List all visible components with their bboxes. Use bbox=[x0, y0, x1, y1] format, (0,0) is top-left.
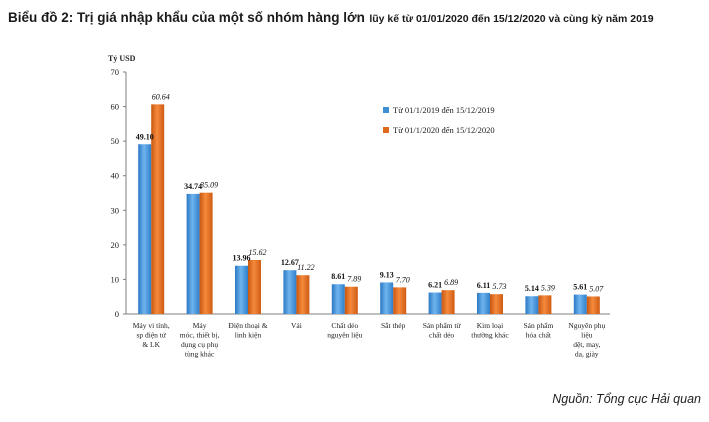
y-axis-ticks: 0 10 20 30 40 50 60 70 bbox=[111, 67, 126, 319]
chart-title-main: Biểu đồ 2: Trị giá nhập khẩu của một số … bbox=[8, 10, 365, 25]
x-tick-label: Máy vi tính, sp điện tử & LK bbox=[133, 321, 170, 349]
data-label-2020: 5.07 bbox=[589, 284, 604, 293]
x-tick-label-line: Máy bbox=[193, 321, 207, 330]
data-label-2019: 9.13 bbox=[380, 270, 394, 279]
x-tick-label: Sản phẩm hóa chất bbox=[524, 321, 554, 340]
bar-2020 bbox=[393, 287, 407, 314]
x-tick-label-line: Sản phẩm bbox=[524, 321, 554, 330]
x-tick-label-line: dệt, may, bbox=[573, 340, 600, 349]
x-tick-label-line: da, giày bbox=[575, 350, 599, 359]
x-tick-label-line: chất dẻo bbox=[429, 331, 454, 340]
x-tick-label: Điện thoại & linh kiện bbox=[228, 321, 267, 340]
bar-2019 bbox=[138, 144, 152, 314]
source-note: Nguồn: Tổng cục Hải quan bbox=[552, 392, 701, 406]
y-tick-label: 10 bbox=[111, 274, 120, 284]
y-tick-label: 50 bbox=[111, 136, 120, 146]
x-tick-label: Kim loại thường khác bbox=[471, 321, 509, 340]
x-tick-label-line: & LK bbox=[142, 340, 160, 349]
x-tick-label: Chất dẻo nguyên liệu bbox=[327, 321, 362, 340]
data-label-2020: 15.62 bbox=[249, 248, 267, 257]
data-label-2019: 6.21 bbox=[428, 281, 442, 290]
y-tick-label: 40 bbox=[111, 171, 120, 181]
x-tick-label-line: hóa chất bbox=[526, 331, 552, 340]
legend: Từ 01/1/2019 đến 15/12/2019 Từ 01/1/2020… bbox=[383, 105, 495, 135]
bar-2020 bbox=[199, 192, 213, 314]
x-tick-label-line: dụng cụ phụ bbox=[181, 340, 218, 349]
x-tick-label-line: Sản phẩm từ bbox=[423, 321, 462, 330]
data-label-2020: 5.73 bbox=[493, 282, 507, 291]
bar-2020 bbox=[441, 290, 455, 314]
x-tick-label: Vải bbox=[291, 321, 302, 330]
chart-title: Biểu đồ 2: Trị giá nhập khẩu của một số … bbox=[8, 9, 708, 27]
data-label-2019: 5.61 bbox=[573, 283, 587, 292]
bar-2020 bbox=[248, 259, 261, 314]
x-tick-label-line: linh kiện bbox=[235, 331, 262, 340]
x-tick-label-line: thường khác bbox=[471, 331, 509, 340]
x-tick-label-line: Vải bbox=[291, 321, 302, 330]
x-tick-label: Nguyên phụ liệu dệt, may, da, giày bbox=[568, 321, 605, 359]
x-axis-labels: Máy vi tính, sp điện tử & LK Máy móc, thiết … bbox=[133, 321, 606, 359]
x-tick-label-line: nguyên liệu bbox=[327, 331, 362, 340]
y-axis-title: Tỷ USD bbox=[108, 54, 136, 63]
data-label-2020: 6.89 bbox=[444, 278, 458, 287]
x-tick-label-line: Sắt thép bbox=[381, 321, 406, 330]
bar-2019 bbox=[283, 270, 297, 314]
bar-2019 bbox=[331, 284, 345, 314]
data-label-2019: 5.14 bbox=[525, 284, 539, 293]
x-tick-label-line: Nguyên phụ bbox=[568, 321, 605, 330]
y-tick-label: 70 bbox=[111, 67, 120, 77]
data-label-2019: 13.96 bbox=[233, 254, 251, 263]
data-label-2019: 34.74 bbox=[184, 182, 202, 191]
bar-2020 bbox=[586, 296, 600, 314]
data-label-2020: 60.64 bbox=[152, 92, 170, 101]
x-tick-label-line: tùng khác bbox=[185, 350, 215, 359]
data-label-2019: 6.11 bbox=[477, 281, 491, 290]
bar-2020 bbox=[296, 275, 310, 314]
legend-swatch-2020 bbox=[383, 127, 389, 133]
x-tick-label-line: Điện thoại & bbox=[228, 321, 267, 330]
bar-2020 bbox=[344, 286, 358, 314]
data-label-2020: 7.89 bbox=[347, 275, 361, 284]
bar-2019 bbox=[235, 265, 248, 314]
x-tick-label-line: Chất dẻo bbox=[331, 321, 358, 330]
bar-2019 bbox=[477, 292, 490, 314]
x-tick-label-line: móc, thiết bị, bbox=[180, 331, 220, 340]
bar-2020 bbox=[538, 295, 552, 314]
x-tick-label-line: sp điện tử bbox=[136, 331, 166, 340]
bar-2019 bbox=[186, 193, 200, 314]
data-label-2020: 7.70 bbox=[396, 275, 410, 284]
bar-2020 bbox=[490, 294, 503, 314]
data-label-2019: 8.61 bbox=[331, 272, 345, 281]
chart-title-sub: lũy kế từ 01/01/2020 đến 15/12/2020 và c… bbox=[369, 13, 654, 25]
x-tick-label-line: Máy vi tính, bbox=[133, 321, 170, 330]
x-tick-label: Máy móc, thiết bị, dụng cụ phụ tùng khác bbox=[180, 321, 220, 359]
x-tick-label: Sắt thép bbox=[381, 321, 406, 330]
data-label-2019: 49.10 bbox=[136, 132, 154, 141]
data-label-2020: 35.09 bbox=[199, 181, 218, 190]
bar-2019 bbox=[573, 294, 587, 314]
y-tick-label: 20 bbox=[111, 240, 120, 250]
data-label-2019: 12.67 bbox=[281, 258, 299, 267]
x-tick-label: Sản phẩm từ chất dẻo bbox=[423, 321, 462, 340]
x-tick-label-line: Kim loại bbox=[477, 321, 503, 330]
data-label-2020: 11.22 bbox=[297, 263, 314, 272]
y-tick-label: 60 bbox=[111, 102, 120, 112]
y-tick-label: 30 bbox=[111, 205, 120, 215]
legend-swatch-2019 bbox=[383, 107, 389, 113]
bar-2019 bbox=[380, 282, 394, 314]
bar-2020 bbox=[151, 104, 165, 314]
data-label-2020: 5.39 bbox=[541, 283, 555, 292]
bar-chart: Tỷ USD 0 10 20 30 40 50 60 70 49.10 60.64 34.7435… bbox=[108, 54, 610, 359]
bar-2019 bbox=[525, 296, 539, 314]
y-tick-label: 0 bbox=[115, 309, 119, 319]
legend-label-2020: Từ 01/1/2020 đến 15/12/2020 bbox=[393, 125, 495, 135]
bar-2019 bbox=[428, 292, 442, 314]
x-tick-label-line: liệu bbox=[581, 331, 592, 340]
legend-label-2019: Từ 01/1/2019 đến 15/12/2019 bbox=[393, 105, 495, 115]
